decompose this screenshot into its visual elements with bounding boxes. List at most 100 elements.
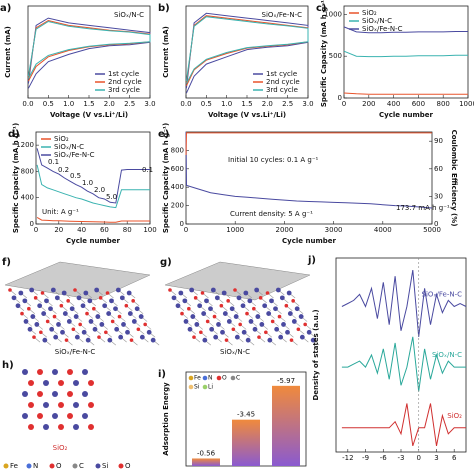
series-line xyxy=(36,164,150,209)
x-axis-label: Cycle number xyxy=(66,237,120,245)
panel-label: g) xyxy=(160,257,172,268)
atom xyxy=(258,296,263,300)
atom xyxy=(58,424,64,430)
y-tick-label: 800 xyxy=(171,146,184,154)
x-tick-label: 1.5 xyxy=(83,100,94,108)
atom xyxy=(134,306,140,312)
atom xyxy=(178,290,184,296)
legend-label: 2nd cycle xyxy=(266,78,300,86)
y-axis-label: Specific Capacity (mA h g⁻¹) xyxy=(320,0,328,107)
atom xyxy=(281,322,286,327)
y2-tick-label: 30 xyxy=(434,192,443,200)
atom xyxy=(310,337,316,343)
atom xyxy=(92,306,96,311)
atom xyxy=(136,327,141,332)
atom xyxy=(213,334,219,340)
atom xyxy=(99,322,105,327)
legend-label: O xyxy=(222,375,227,382)
x-tick-label: 0 xyxy=(342,100,346,108)
series-line xyxy=(27,20,151,79)
atom xyxy=(208,306,213,312)
atom xyxy=(121,322,126,327)
atom xyxy=(180,311,184,316)
bar xyxy=(192,458,220,466)
atom xyxy=(247,298,253,304)
atom xyxy=(298,314,304,319)
annotation: Initial 10 cycles: 0.1 A g⁻¹ xyxy=(228,156,319,164)
y-tick-label: 600 xyxy=(171,165,184,173)
atom xyxy=(202,337,208,343)
atom xyxy=(187,326,193,332)
chart-title: SiOₓ/N-C xyxy=(114,11,144,19)
atom xyxy=(200,291,205,295)
atom xyxy=(29,287,35,293)
series-line xyxy=(343,26,468,34)
annotation: 0.2 xyxy=(58,166,69,174)
atom xyxy=(252,326,258,332)
x-tick-label: 400 xyxy=(387,100,400,108)
bar xyxy=(232,419,260,466)
panel-label: h) xyxy=(2,360,14,371)
atom xyxy=(243,290,249,296)
x-tick-label: -12 xyxy=(342,454,353,462)
atom xyxy=(129,338,134,342)
atom xyxy=(267,337,273,343)
legend-label: N xyxy=(208,375,213,382)
atom xyxy=(64,338,69,342)
y-axis-label: Specific Capacity (mA h g⁻¹) xyxy=(12,123,20,233)
atom xyxy=(240,303,246,309)
y-tick-label: 0 xyxy=(180,220,184,228)
x-tick-label: 2.0 xyxy=(262,100,273,108)
atom xyxy=(85,311,89,316)
atom xyxy=(102,303,108,309)
y-tick-label: 0 xyxy=(30,220,34,228)
legend-swatch xyxy=(202,375,208,381)
legend-label: C xyxy=(236,375,240,382)
legend-label: Fe xyxy=(194,375,201,382)
atom xyxy=(80,303,86,309)
atom xyxy=(226,299,230,303)
atom xyxy=(234,334,240,340)
legend-label: C xyxy=(79,462,84,470)
atom xyxy=(37,303,43,309)
atom xyxy=(22,413,28,419)
atom xyxy=(294,306,300,312)
atom xyxy=(95,314,101,319)
panel-label: c) xyxy=(316,3,327,14)
atom xyxy=(58,380,64,386)
y2-axis-label: Coulombic Efficiency (%) xyxy=(450,130,458,227)
structure-label: SiOₓ/Fe-N-C xyxy=(55,348,96,356)
x-tick-label: 20 xyxy=(54,226,63,234)
atom xyxy=(28,380,34,386)
atom xyxy=(82,413,88,419)
atom xyxy=(27,326,33,332)
x-axis-label: Cycle number xyxy=(379,111,433,119)
atom xyxy=(61,290,67,296)
series-line xyxy=(341,403,466,447)
atom xyxy=(110,319,115,324)
atom xyxy=(82,391,88,397)
y-tick-label: 1000 xyxy=(324,10,342,18)
atom xyxy=(22,298,28,304)
x-tick-label: 1.5 xyxy=(241,100,252,108)
atom xyxy=(192,335,196,339)
x-tick-label: 0.0 xyxy=(180,100,191,108)
series-label: SiOₓ/N-C xyxy=(432,351,462,359)
x-tick-label: 1.0 xyxy=(221,100,232,108)
legend-label: 3rd cycle xyxy=(266,86,298,94)
x-tick-label: 5000 xyxy=(423,226,441,234)
atom xyxy=(168,288,172,292)
atom xyxy=(289,338,294,342)
atom xyxy=(107,337,113,343)
panel-label: e) xyxy=(158,129,169,140)
atom xyxy=(49,326,55,332)
atom xyxy=(273,306,278,312)
atom xyxy=(238,322,242,327)
legend-swatch xyxy=(72,463,78,469)
atom xyxy=(279,295,285,301)
atom xyxy=(71,327,76,332)
atom xyxy=(266,311,272,316)
panel-label: j) xyxy=(307,255,316,266)
atom xyxy=(41,311,47,316)
atom xyxy=(73,424,79,430)
